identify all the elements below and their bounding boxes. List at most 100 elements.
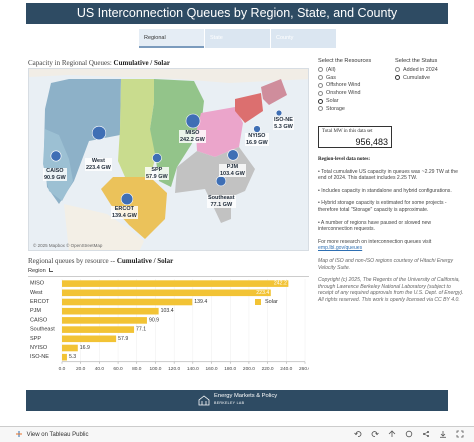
region-bubble-iso-ne[interactable] (275, 109, 283, 117)
berkeley-lab-logo-icon (198, 395, 210, 406)
region-name: MISO (185, 130, 200, 136)
regional-bar-chart[interactable]: MISO 242.2 West 223.4 ERCOT 139.4 PJM 103.4 CAIS… (28, 277, 309, 385)
total-value: 956,483 (355, 137, 388, 147)
region-name: NYISO (248, 133, 266, 139)
region-bubble-west[interactable] (91, 125, 107, 141)
refresh-icon[interactable] (405, 430, 413, 438)
toolbar-icons (354, 430, 464, 438)
revert-icon[interactable] (388, 430, 396, 438)
region-bubble-caiso[interactable] (50, 150, 62, 162)
resource-option[interactable]: Onshore Wind (318, 89, 393, 97)
bar-spp[interactable] (62, 335, 117, 343)
region-map[interactable]: CAISO 90.9 GW West 223.4 GW SPP 57.9 GW ERCOT 1… (28, 68, 309, 251)
x-tick-label: 60.0 (113, 366, 123, 372)
data-label: 57.9 (118, 336, 128, 342)
bar-west[interactable] (62, 289, 271, 297)
x-tick-label: 200.0 (243, 366, 255, 372)
bar-iso-ne[interactable] (62, 353, 67, 361)
view-on-tableau-label: View on Tableau Public (26, 432, 89, 438)
status-option-label: Cumulative (403, 74, 430, 81)
radio-button[interactable] (318, 106, 323, 112)
region-value: 223.4 GW (86, 164, 111, 171)
bubble-label-west: West 223.4 GW (85, 158, 112, 171)
bubble-label-spp: SPP 57.9 GW (145, 167, 169, 180)
status-filter-title: Select the Status (395, 58, 438, 64)
resource-option-label: Solar (326, 98, 339, 105)
bar-southeast[interactable] (62, 326, 135, 333)
legend-swatch-solar (255, 299, 261, 305)
region-bubble-nyiso[interactable] (253, 125, 261, 133)
bubble-label-southeast: Southeast 77.1 GW (207, 195, 236, 208)
status-option-label: Added in 2024 (403, 66, 438, 73)
total-label: Total MW in this data set (322, 129, 373, 134)
map-attribution: © 2025 Mapbox © OpenStreetMap (33, 243, 103, 248)
data-notes: Region-level data notes: • Total cumulat… (318, 156, 464, 310)
data-label: 139.4 (194, 299, 207, 305)
data-label: 16.9 (80, 345, 90, 351)
redo-icon[interactable] (371, 430, 379, 438)
bubble-label-miso: MISO 242.2 GW (179, 130, 206, 143)
region-bubble-spp[interactable] (152, 153, 162, 163)
resource-option[interactable]: Storage (318, 105, 393, 113)
radio-button[interactable] (395, 67, 400, 73)
bubble-label-caiso: CAISO 90.9 GW (43, 168, 67, 181)
radio-button[interactable] (318, 82, 323, 88)
status-option[interactable]: Added in 2024 (395, 66, 465, 74)
bar-caiso[interactable] (62, 317, 147, 324)
region-bubble-southeast[interactable] (215, 175, 227, 187)
footer-bar: Energy Markets & Policy BERKELEY LAB (26, 390, 448, 411)
resource-option[interactable]: (All) (318, 66, 393, 74)
resource-option[interactable]: Solar (318, 97, 393, 105)
region-name: PJM (226, 164, 239, 170)
resource-option-label: Gas (326, 74, 336, 81)
category-label: CAISO (30, 317, 48, 323)
resource-filter: Select the Resources (All) Gas Offshore Wi… (318, 58, 393, 113)
region-bubble-miso[interactable] (185, 113, 201, 129)
view-on-tableau-link[interactable]: View on Tableau Public (16, 431, 89, 438)
data-label: 103.4 (161, 308, 174, 314)
resource-option-label: Storage (326, 105, 345, 112)
radio-button[interactable] (318, 90, 323, 96)
download-icon[interactable] (439, 430, 447, 438)
bar-pjm[interactable] (62, 307, 159, 315)
radio-button[interactable] (318, 75, 323, 81)
mexico-land (64, 204, 144, 250)
more-research-link[interactable]: emp.lbl.gov/queues (318, 245, 363, 252)
region-name: ISO-NE (274, 117, 293, 123)
radio-button[interactable] (318, 98, 323, 104)
region-column-header[interactable]: Region (28, 268, 54, 274)
region-bubble-ercot[interactable] (120, 192, 134, 206)
radio-button[interactable] (318, 67, 323, 73)
bar-miso[interactable] (62, 280, 289, 287)
bubble-label-pjm: PJM 103.4 GW (219, 164, 246, 177)
undo-icon[interactable] (354, 430, 362, 438)
bubble-label-ercot: ERCOT 139.4 GW (111, 206, 138, 219)
region-value: 242.2 GW (180, 136, 205, 143)
x-tick-label: 220.0 (262, 366, 274, 372)
region-value: 90.9 GW (44, 174, 66, 181)
fullscreen-icon[interactable] (456, 430, 464, 438)
region-value: 77.1 GW (210, 201, 233, 208)
total-box: Total MW in this data set 956,483 (318, 126, 392, 148)
status-option[interactable]: Cumulative (395, 74, 465, 82)
data-label: 77.1 (136, 327, 146, 333)
share-icon[interactable] (422, 430, 430, 438)
footer-lab-name: BERKELEY LAB (214, 400, 245, 405)
bar-ercot[interactable] (62, 298, 193, 306)
data-label: 5.3 (69, 354, 76, 360)
bar-nyiso[interactable] (62, 344, 78, 352)
resource-option[interactable]: Gas (318, 74, 393, 82)
tab-county[interactable]: County (271, 29, 336, 48)
map-title-prefix: Capacity in Regional Queues: (28, 59, 112, 67)
map-title: Capacity in Regional Queues: Cumulative … (28, 59, 170, 67)
chart-legend: Solar (255, 299, 278, 305)
x-tick-label: 0.0 (59, 366, 66, 372)
region-bubble-pjm[interactable] (227, 149, 239, 161)
tab-regional[interactable]: Regional (139, 29, 204, 48)
radio-button[interactable] (395, 75, 400, 81)
more-research: For more research on interconnection que… (318, 239, 464, 252)
resource-option[interactable]: Offshore Wind (318, 82, 393, 90)
sort-icon[interactable] (49, 268, 54, 272)
tab-state[interactable]: State (205, 29, 270, 48)
region-value: 57.9 GW (146, 173, 168, 180)
